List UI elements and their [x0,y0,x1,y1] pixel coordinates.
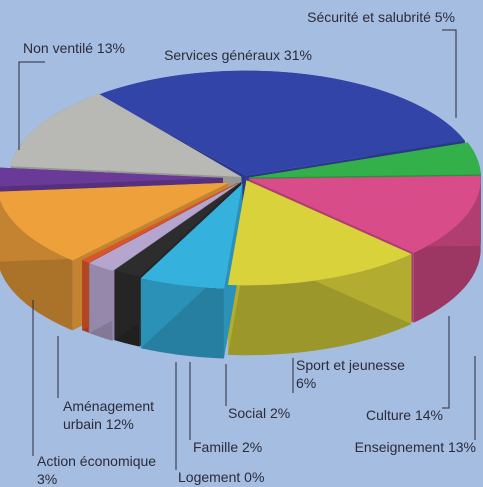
slice-culture [227,180,412,286]
label-culture: Culture 14% [366,407,443,423]
label-securite-line-0: Sécurité et salubrité 5% [307,9,455,25]
slice-nonventile [10,93,242,177]
slice-sport [140,183,243,289]
label-famille: Famille 2% [193,439,262,455]
label-culture-line-0: Culture 14% [366,407,443,423]
label-amenagement-line-0: Aménagement [63,398,154,414]
label-action: Action économique 3% [37,453,156,487]
label-sport-line-1: 6% [296,375,316,391]
label-enseignement-line-0: Enseignement 13% [355,439,476,455]
label-leaders [18,29,476,470]
label-logement: Logement 0% [178,469,264,485]
label-famille-line-0: Famille 2% [193,439,262,455]
slice-famille [89,182,240,271]
slice-action [0,167,224,187]
label-social-line-0: Social 2% [228,405,290,421]
label-amenagement: Aménagement urbain 12% [63,398,154,432]
slice-amenagement [0,182,229,261]
slice-logement [82,182,239,263]
label-amenagement-line-1: urbain 12% [63,416,134,432]
slice-securite [248,142,481,178]
slice-social [114,182,242,277]
label-nonventile: Non ventilé 13% [23,40,125,56]
label-services: Services généraux 31% [164,47,312,63]
label-services-line-0: Services généraux 31% [164,47,312,63]
pie-tops [0,70,481,289]
label-securite: Sécurité et salubrité 5% [307,9,455,25]
label-social: Social 2% [228,405,290,421]
label-action-line-1: 3% [37,471,57,487]
label-action-line-0: Action économique [37,453,156,469]
label-logement-line-0: Logement 0% [178,469,264,485]
label-sport: Sport et jeunesse 6% [296,357,405,391]
slice-enseignement [248,175,481,253]
label-nonventile-line-0: Non ventilé 13% [23,40,125,56]
slice-labels: Services généraux 31% Sécurité et salubri… [23,9,476,487]
slice-side-enseignement [413,175,481,323]
leader-culture [442,316,450,409]
slice-services [96,70,465,176]
label-sport-line-0: Sport et jeunesse [296,357,405,373]
leader-securite [442,29,457,118]
label-enseignement: Enseignement 13% [355,439,476,455]
leader-nonventile [18,61,45,150]
